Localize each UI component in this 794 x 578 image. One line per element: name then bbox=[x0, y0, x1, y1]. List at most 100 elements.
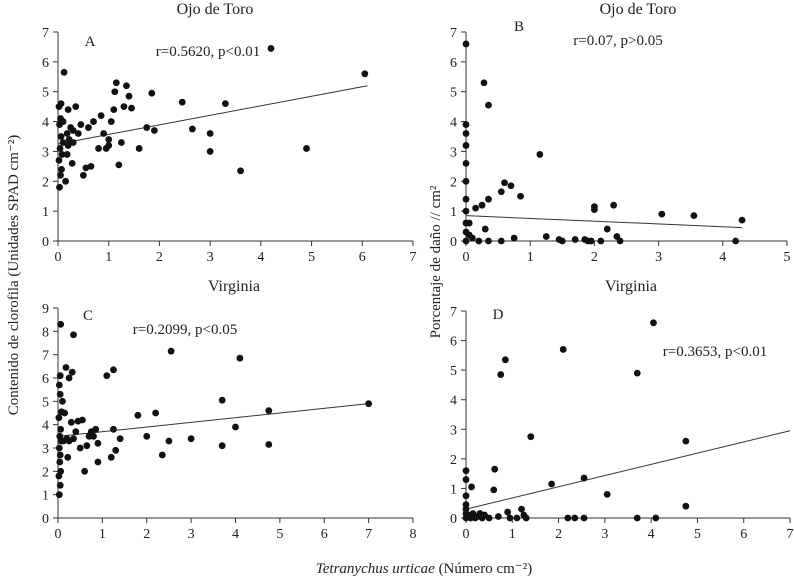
panel-c-point bbox=[103, 372, 111, 380]
panel-b-x-tick-label: 3 bbox=[655, 250, 662, 265]
panel-b-x-tick-label: 2 bbox=[591, 250, 598, 265]
panel-d-point bbox=[497, 371, 505, 378]
panel-a-point bbox=[97, 112, 105, 119]
panel-d-point bbox=[580, 474, 588, 482]
panel-d-point bbox=[501, 356, 509, 364]
panel-a-trend-line bbox=[57, 85, 368, 145]
shared-xlabel: Tetranychus urticae (Número cm⁻²) bbox=[316, 561, 532, 577]
panel-d-point bbox=[485, 514, 493, 522]
panel-a-point bbox=[64, 142, 72, 149]
panel-a-point bbox=[79, 171, 87, 179]
panel-c-x-tick-label: 4 bbox=[232, 527, 239, 542]
panel-d-y-tick-label: 5 bbox=[450, 364, 457, 379]
panel-c-point bbox=[57, 467, 65, 475]
panel-c-point bbox=[92, 425, 100, 433]
panel-c-x-tick-label: 7 bbox=[365, 527, 372, 542]
panel-c-point bbox=[70, 435, 77, 443]
panel-c-point bbox=[116, 435, 124, 443]
panel-c-point bbox=[218, 442, 226, 450]
panel-a-point bbox=[56, 145, 64, 152]
shared-xlabel-unit: (Número cm⁻²) bbox=[435, 561, 532, 577]
panel-c-point bbox=[61, 409, 69, 417]
panel-d-x-tick-label: 3 bbox=[601, 527, 608, 542]
panel-a-x-tick-label: 5 bbox=[308, 250, 315, 265]
panel-a-y-tick-label: 1 bbox=[42, 205, 49, 220]
panel-a-point bbox=[178, 98, 186, 106]
panel-c-point bbox=[265, 441, 273, 448]
panel-a-point bbox=[188, 125, 196, 133]
panel-c-y-tick-label: 0 bbox=[42, 512, 49, 527]
panel-a-point bbox=[55, 156, 63, 164]
panel-d-point bbox=[462, 492, 470, 500]
panel-a-point bbox=[112, 79, 120, 87]
panel-c-point bbox=[72, 428, 80, 436]
panel-d-point bbox=[548, 480, 556, 488]
panel-b-point bbox=[603, 225, 611, 233]
panel-c-y-tick-label: 9 bbox=[42, 302, 49, 317]
panel-a-x-tick-label: 3 bbox=[207, 250, 214, 265]
panel-a-point bbox=[267, 45, 275, 52]
panel-d-y-tick-label: 0 bbox=[450, 512, 457, 527]
panel-b-point bbox=[732, 237, 740, 245]
panel-c-point bbox=[110, 425, 117, 433]
panel-a-point bbox=[143, 124, 151, 131]
panel-c-point bbox=[56, 481, 64, 489]
panel-b-point bbox=[478, 201, 486, 209]
panel-b-point bbox=[571, 236, 579, 243]
panel-a-point bbox=[123, 82, 130, 90]
panel-a-point bbox=[150, 127, 158, 134]
panel-b-point bbox=[610, 201, 618, 209]
panel-b-title: Ojo de Toro bbox=[600, 1, 677, 18]
panel-a-point bbox=[100, 130, 108, 137]
panel-c-x-tick-label: 2 bbox=[143, 527, 150, 542]
panel-d-point bbox=[518, 505, 525, 513]
panel-a-point bbox=[56, 183, 63, 191]
panel-b-point bbox=[475, 237, 483, 245]
panel-d-point bbox=[682, 437, 690, 445]
panel-b: Ojo de Toro Br=0.07, p>0.05 0 1 2 3 4 5 0 1 2 3 4 5 6 7 bbox=[450, 1, 791, 265]
panel-d-point bbox=[462, 467, 470, 475]
panel-b-point bbox=[591, 203, 598, 211]
panel-b-point bbox=[462, 40, 470, 48]
panel-b-y-tick-label: 7 bbox=[450, 26, 457, 41]
panel-c-point bbox=[55, 491, 63, 499]
panel-c-x-tick-label: 1 bbox=[99, 527, 106, 542]
panel-a-point bbox=[105, 142, 113, 149]
panel-c-point bbox=[79, 416, 86, 424]
panel-c-point bbox=[68, 368, 76, 376]
panel-c-point bbox=[64, 453, 72, 461]
panel-c-point bbox=[56, 432, 64, 440]
panel-c-point bbox=[55, 414, 63, 422]
panel-a-y-tick-label: 5 bbox=[42, 86, 49, 101]
panel-d-x-tick-label: 2 bbox=[555, 527, 562, 542]
panel-b-y-tick-label: 3 bbox=[450, 145, 457, 160]
panel-a-point bbox=[221, 100, 229, 108]
panel-b-point bbox=[510, 234, 518, 242]
panel-b-point bbox=[462, 130, 470, 137]
panel-b-y-tick-label: 1 bbox=[450, 205, 457, 220]
panel-b-point bbox=[497, 237, 505, 245]
panel-d-x-tick-label: 7 bbox=[787, 527, 794, 542]
panel-d-y-tick-label: 6 bbox=[450, 335, 457, 350]
panel-a-point bbox=[64, 106, 72, 114]
panel-d-point bbox=[650, 319, 657, 327]
panel-c-letter: C bbox=[83, 308, 93, 324]
panel-d-point bbox=[522, 514, 530, 522]
panel-b-y-tick-label: 4 bbox=[450, 116, 457, 131]
panel-c-point bbox=[57, 425, 65, 433]
panel-d-point bbox=[506, 514, 514, 522]
panel-a-point bbox=[57, 100, 65, 108]
panel-b-point bbox=[690, 212, 698, 220]
panel-d-point bbox=[490, 486, 498, 494]
panel-c-x-tick-label: 8 bbox=[410, 527, 417, 542]
panel-a-point bbox=[63, 151, 71, 158]
panel-c-point bbox=[94, 458, 102, 466]
panel-a-title: Ojo de Toro bbox=[177, 1, 254, 18]
panel-a-point bbox=[90, 118, 97, 125]
panel-b-point bbox=[462, 121, 470, 128]
panel-c-point bbox=[70, 331, 77, 339]
panel-c-point bbox=[57, 320, 65, 328]
panel-b-point bbox=[469, 234, 476, 242]
shared-ylabel-left: Contenido de clorofila (Unidades SPAD cm… bbox=[6, 135, 22, 416]
panel-b-letter: B bbox=[514, 19, 524, 35]
